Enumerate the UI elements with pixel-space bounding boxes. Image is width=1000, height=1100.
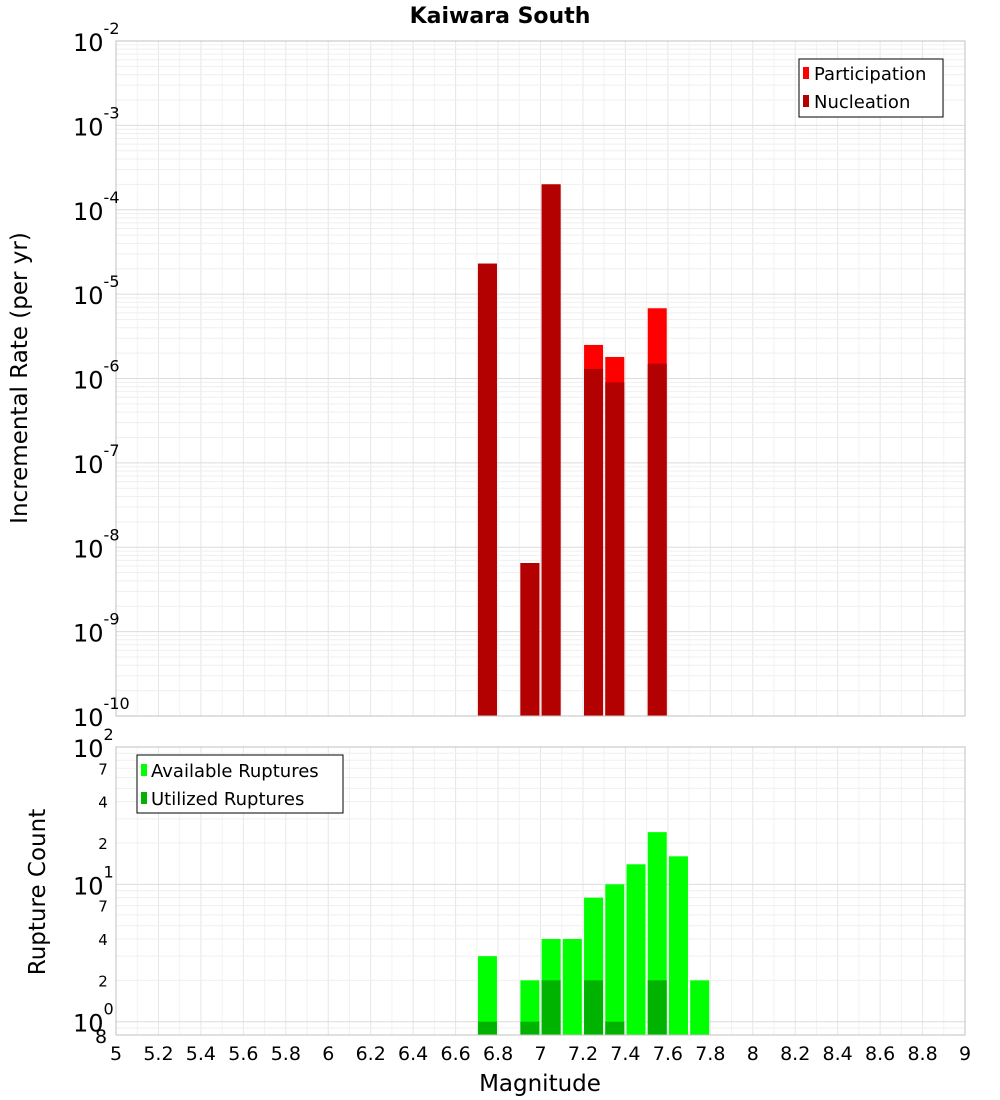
rate-legend: Participation Nucleation bbox=[798, 58, 944, 118]
x-axis-label: Magnitude bbox=[479, 1071, 601, 1097]
count-y-tick-label: 101 bbox=[73, 862, 114, 900]
x-tick-label: 8.4 bbox=[823, 1043, 853, 1065]
x-tick-label: 7.2 bbox=[568, 1043, 598, 1065]
rate-grid bbox=[115, 41, 966, 717]
count-bar-utilized-ruptures bbox=[541, 980, 561, 1035]
x-tick-label: 6.2 bbox=[356, 1043, 386, 1065]
count-legend-box bbox=[136, 754, 344, 814]
count-bar-available-ruptures bbox=[520, 980, 540, 1035]
rate-y-tick-label: 10-6 bbox=[73, 357, 120, 395]
x-ticks: 5 5.2 5.4 5.6 5.8 6 6.2 6.4 6.6 6.8 7 7.2 7.4 7.6 7.8 8… bbox=[110, 1043, 971, 1065]
count-y-tick-label: 4 bbox=[98, 931, 108, 949]
count-bar-utilized-ruptures bbox=[605, 1021, 625, 1035]
x-tick-label: 5.8 bbox=[271, 1043, 301, 1065]
rate-y-tick-label: 10-10 bbox=[73, 694, 130, 732]
x-tick-label: 5.2 bbox=[143, 1043, 173, 1065]
count-y-tick-label: 7 bbox=[98, 760, 108, 778]
rate-bar-nucleation bbox=[647, 363, 667, 716]
rate-bars bbox=[477, 184, 667, 717]
count-y-axis-label: Rupture Count bbox=[25, 809, 51, 975]
legend-label-participation: Participation bbox=[814, 64, 926, 85]
count-y-tick-label: 2 bbox=[98, 972, 108, 990]
count-bar-available-ruptures bbox=[626, 864, 646, 1035]
x-tick-label: 6.6 bbox=[440, 1043, 470, 1065]
rate-y-axis-label: Incremental Rate (per yr) bbox=[7, 232, 33, 524]
chart-title: Kaiwara South bbox=[410, 4, 591, 29]
rate-y-tick-label: 10-7 bbox=[73, 441, 120, 479]
rate-y-tick-label: 10-8 bbox=[73, 525, 120, 563]
x-tick-label: 5 bbox=[110, 1043, 122, 1065]
rate-panel: 10-10 10-9 10-8 10-7 10-6 10-5 10-4 10-3 10-2 In… bbox=[7, 19, 966, 732]
rate-y-tick-label: 10-2 bbox=[73, 19, 120, 57]
count-bars bbox=[477, 832, 710, 1035]
count-bar-available-ruptures bbox=[605, 884, 625, 1035]
count-y-tick-label: 102 bbox=[73, 725, 114, 763]
x-tick-label: 7.8 bbox=[695, 1043, 725, 1065]
rate-bar-nucleation bbox=[584, 368, 604, 716]
legend-label-nucleation: Nucleation bbox=[814, 92, 910, 113]
count-plot-border bbox=[115, 746, 966, 1036]
count-y-tick-label: 7 bbox=[98, 898, 108, 916]
count-y-tick-label: 8 bbox=[95, 1026, 107, 1048]
legend-swatch-available bbox=[141, 764, 147, 776]
x-tick-label: 7.4 bbox=[610, 1043, 640, 1065]
x-tick-label: 6.8 bbox=[483, 1043, 513, 1065]
x-tick-label: 8.8 bbox=[907, 1043, 937, 1065]
rate-plot-border bbox=[115, 40, 966, 717]
rate-y-ticks: 10-10 10-9 10-8 10-7 10-6 10-5 10-4 10-3 10-2 bbox=[73, 19, 130, 732]
legend-swatch-nucleation bbox=[803, 95, 809, 107]
x-tick-label: 8.2 bbox=[780, 1043, 810, 1065]
count-bar-utilized-ruptures bbox=[520, 1021, 540, 1035]
count-bar-available-ruptures bbox=[477, 956, 497, 1035]
count-y-tick-label: 4 bbox=[98, 794, 108, 812]
rate-y-tick-label: 10-4 bbox=[73, 188, 120, 226]
rate-legend-box bbox=[798, 58, 944, 118]
legend-swatch-participation bbox=[803, 67, 809, 79]
rate-y-tick-label: 10-5 bbox=[73, 272, 120, 310]
count-bar-utilized-ruptures bbox=[584, 980, 604, 1035]
rate-bar-nucleation bbox=[541, 184, 561, 717]
count-legend: Available Ruptures Utilized Ruptures bbox=[136, 754, 344, 814]
x-tick-label: 8 bbox=[747, 1043, 759, 1065]
count-y-tick-label: 2 bbox=[98, 835, 108, 853]
legend-label-available: Available Ruptures bbox=[151, 761, 319, 782]
count-bar-available-ruptures bbox=[668, 856, 688, 1035]
x-tick-label: 8.6 bbox=[865, 1043, 895, 1065]
rate-y-tick-label: 10-3 bbox=[73, 103, 120, 141]
x-tick-label: 7 bbox=[534, 1043, 546, 1065]
rate-y-tick-label: 10-9 bbox=[73, 610, 120, 648]
x-tick-label: 6.4 bbox=[398, 1043, 428, 1065]
count-y-tick-label: 100 bbox=[73, 1000, 114, 1038]
rate-bar-nucleation bbox=[605, 382, 625, 716]
rate-bar-nucleation bbox=[520, 563, 540, 716]
count-bar-utilized-ruptures bbox=[647, 980, 667, 1035]
x-tick-label: 5.4 bbox=[186, 1043, 216, 1065]
x-tick-label: 7.6 bbox=[653, 1043, 683, 1065]
count-bar-available-ruptures bbox=[690, 980, 710, 1035]
rate-bar-nucleation bbox=[477, 263, 497, 716]
x-tick-label: 6 bbox=[322, 1043, 334, 1065]
count-bar-utilized-ruptures bbox=[477, 1021, 497, 1035]
x-tick-label: 5.6 bbox=[228, 1043, 258, 1065]
count-bar-available-ruptures bbox=[562, 939, 582, 1035]
legend-swatch-utilized bbox=[141, 792, 147, 804]
legend-label-utilized: Utilized Ruptures bbox=[151, 789, 304, 810]
x-tick-label: 9 bbox=[959, 1043, 971, 1065]
